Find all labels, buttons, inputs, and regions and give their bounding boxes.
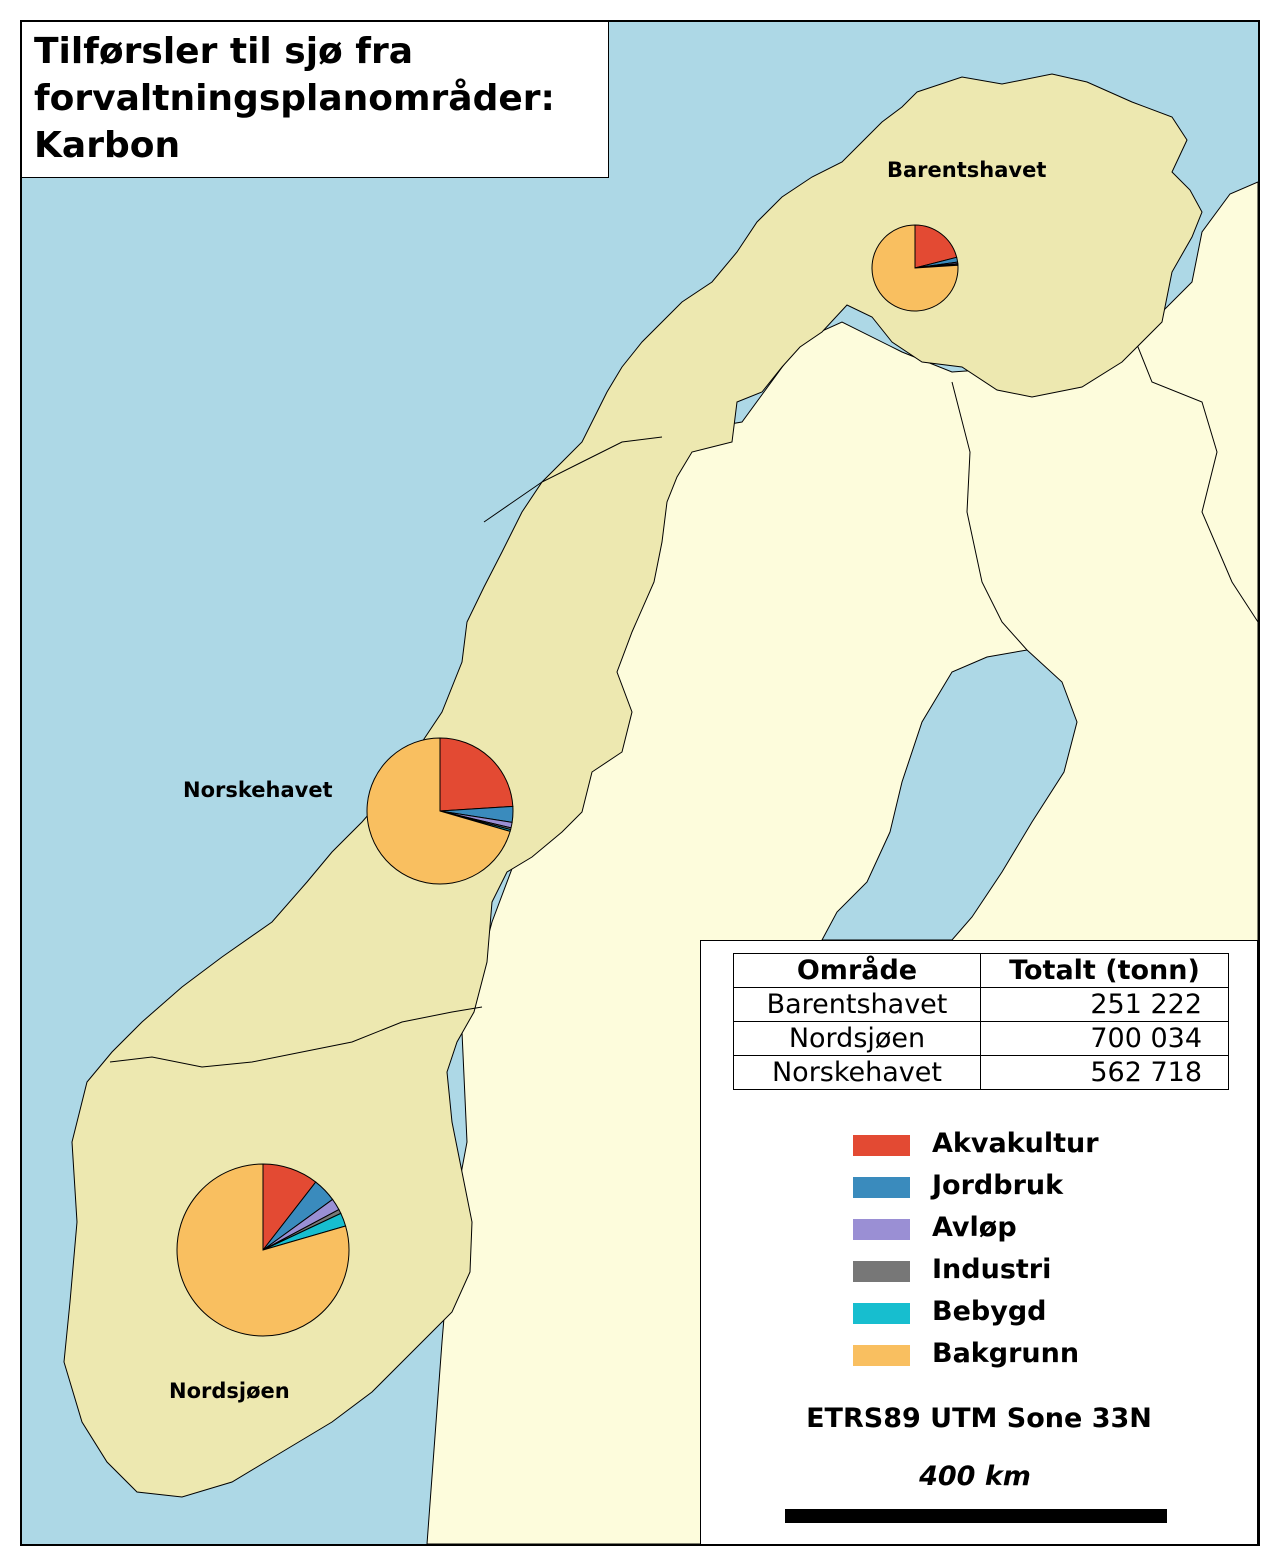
- table-cell-total: 251 222: [980, 987, 1229, 1022]
- region-boundary-north: [483, 436, 663, 523]
- pie-barentshavet: [871, 224, 959, 312]
- legend-swatch: [853, 1219, 910, 1240]
- scale-label: 400 km: [919, 1461, 1031, 1492]
- pie-charts: [176, 224, 959, 1337]
- table-cell-area: Barentshavet: [733, 987, 981, 1022]
- table-header-row: Område Totalt (tonn): [733, 953, 1229, 988]
- pie-norskehavet: [366, 737, 514, 885]
- region-label-barentshavet: Barentshavet: [887, 158, 1047, 182]
- legend-label: Akvakultur: [932, 1128, 1099, 1159]
- title-line-2: forvaltningsplanområder:: [34, 78, 555, 119]
- table-cell-area: Norskehavet: [733, 1055, 981, 1090]
- table-header-area: Område: [733, 953, 981, 988]
- table-cell-total: 562 718: [980, 1055, 1229, 1090]
- pie-slice-bakgrunn: [871, 224, 959, 312]
- map-frame: Tilførsler til sjø fra forvaltningsplano…: [20, 20, 1260, 1546]
- legend-swatch: [853, 1135, 910, 1156]
- title-box: Tilførsler til sjø fra forvaltningsplano…: [22, 22, 609, 178]
- table-cell-area: Nordsjøen: [733, 1021, 981, 1056]
- sweden-finland-border: [951, 381, 1028, 651]
- legend-label: Avløp: [932, 1212, 1017, 1243]
- table-row: Nordsjøen 700 034: [733, 1021, 1229, 1056]
- pie-nordsjoen: [176, 1163, 350, 1337]
- legend-swatch: [853, 1177, 910, 1198]
- pie-slice-akvakultur: [439, 737, 514, 812]
- title-line-3: Karbon: [34, 125, 181, 166]
- legend-panel: Område Totalt (tonn) Barentshavet 251 22…: [700, 940, 1258, 1544]
- finland-russia-border: [1131, 331, 1258, 623]
- table-row: Barentshavet 251 222: [733, 987, 1229, 1022]
- totals-table: Område Totalt (tonn) Barentshavet 251 22…: [733, 953, 1229, 1090]
- norway-land: [63, 73, 1203, 1498]
- legend-label: Bakgrunn: [932, 1338, 1080, 1369]
- projection-label: ETRS89 UTM Sone 33N: [806, 1403, 1152, 1434]
- pie-slice-bakgrunn: [176, 1163, 350, 1337]
- table-row: Norskehavet 562 718: [733, 1055, 1229, 1090]
- title-line-1: Tilførsler til sjø fra: [34, 31, 414, 72]
- table-cell-total: 700 034: [980, 1021, 1229, 1056]
- table-header-total: Totalt (tonn): [980, 953, 1229, 988]
- scale-bar: [785, 1509, 1167, 1523]
- legend-swatch: [853, 1261, 910, 1282]
- region-label-nordsjoen: Nordsjøen: [169, 1379, 290, 1403]
- legend-label: Bebygd: [932, 1296, 1047, 1327]
- region-label-norskehavet: Norskehavet: [183, 778, 333, 802]
- pie-slice-akvakultur: [914, 224, 958, 269]
- legend-label: Industri: [932, 1254, 1052, 1285]
- region-boundary-south: [109, 1006, 483, 1068]
- legend-swatch: [853, 1303, 910, 1324]
- legend-swatch: [853, 1345, 910, 1366]
- legend-label: Jordbruk: [932, 1170, 1064, 1201]
- pie-slice-bakgrunn: [366, 737, 511, 885]
